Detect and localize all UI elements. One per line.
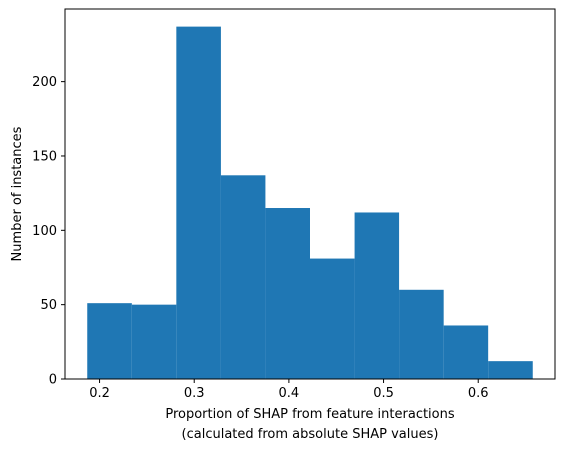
histogram-bar: [131, 304, 177, 379]
x-axis-label-line-1: Proportion of SHAP from feature interact…: [165, 407, 455, 422]
histogram-bars: [87, 26, 533, 379]
x-tick-label: 0.6: [468, 386, 489, 401]
histogram-bar: [488, 361, 533, 379]
y-tick-label: 200: [32, 75, 57, 90]
x-axis-ticks: 0.2 0.3 0.4 0.5 0.6: [89, 379, 489, 401]
x-axis-label-line-2: (calculated from absolute SHAP values): [182, 427, 439, 442]
y-axis-ticks: 0 50 100 150 200: [32, 75, 65, 388]
y-axis-label: Number of instances: [10, 126, 25, 261]
y-tick-label: 50: [40, 298, 57, 313]
histogram-bar: [176, 26, 221, 379]
histogram-bar: [220, 175, 266, 379]
histogram-bar: [265, 208, 310, 379]
plot-frame: [64, 8, 556, 380]
histogram-bar: [354, 212, 400, 379]
x-tick-label: 0.5: [373, 386, 394, 401]
y-tick-label: 0: [49, 373, 57, 388]
x-tick-label: 0.4: [279, 386, 300, 401]
histogram-bar: [310, 258, 355, 379]
histogram-bar: [87, 303, 132, 379]
y-tick-label: 150: [32, 149, 57, 164]
x-tick-label: 0.2: [89, 386, 110, 401]
x-tick-label: 0.3: [184, 386, 205, 401]
histogram-bar: [399, 289, 444, 379]
y-tick-label: 100: [32, 224, 57, 239]
histogram-bar: [443, 325, 489, 379]
